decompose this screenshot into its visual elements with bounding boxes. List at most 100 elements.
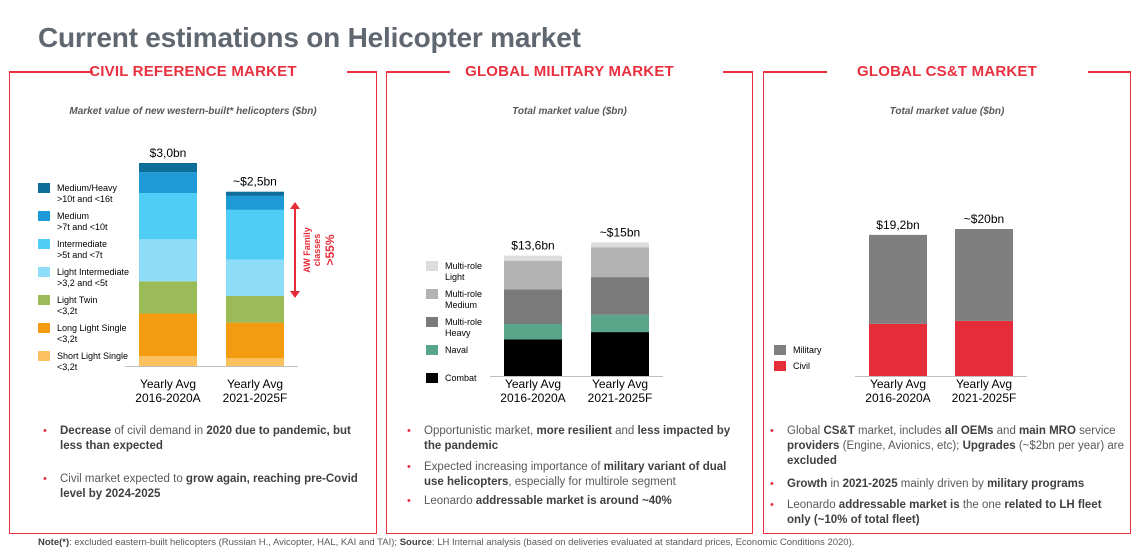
legend-swatch-military-0 — [426, 261, 438, 271]
bar-military-1-0 — [504, 324, 562, 340]
legend-swatch-civil-1 — [38, 211, 50, 221]
legend-label-civil-6: Short Light Single <3,2t — [57, 351, 128, 372]
bar-civil-1-0 — [139, 313, 197, 357]
legend-label-civil-2: Intermediate >5t and <7t — [57, 239, 107, 260]
cst-bullets: Global CS&T market, includes all OEMs an… — [768, 424, 1124, 528]
category-label-civil-1: Yearly Avg 2021-2025F — [223, 377, 288, 405]
bar-military-1-1 — [591, 314, 649, 333]
bracket-arrow-up — [290, 202, 300, 209]
bracket-arrow-down — [290, 291, 300, 298]
legend-label-cst-0: Military — [793, 345, 822, 355]
bar-civil-2-1 — [226, 296, 284, 323]
footnote-source-text: : LH Internal analysis (based on deliver… — [431, 537, 855, 548]
civil-bullet-0: Decrease of civil demand in 2020 due to … — [41, 424, 371, 454]
legend-label-military-0: Multi-role Light — [445, 261, 482, 282]
legend-swatch-military-3 — [426, 345, 438, 355]
legend-swatch-cst-1 — [774, 361, 786, 371]
bar-cst-1-0 — [869, 234, 927, 324]
total-label-military-0: $13,6bn — [511, 239, 554, 253]
legend-swatch-civil-0 — [38, 183, 50, 193]
bar-military-3-0 — [504, 260, 562, 290]
legend-label-civil-3: Light Intermediate >3,2 and <5t — [57, 267, 129, 288]
military-bullet-0: Opportunistic market, more resilient and… — [405, 424, 745, 454]
bar-civil-4-0 — [139, 193, 197, 240]
legend-label-military-3: Naval — [445, 345, 468, 355]
legend-swatch-military-4 — [426, 373, 438, 383]
total-label-civil-0: $3,0bn — [150, 146, 187, 160]
bracket-label-line1: AW Family — [302, 227, 312, 273]
legend-swatch-civil-5 — [38, 323, 50, 333]
category-label-cst-0: Yearly Avg 2016-2020A — [865, 377, 930, 405]
legend-label-civil-4: Light Twin <3,2t — [57, 295, 97, 316]
footnote-source-label: Source — [399, 537, 432, 548]
cst-bullet-2: Leonardo addressable market is the one r… — [768, 498, 1124, 528]
civil-bullets: Decrease of civil demand in 2020 due to … — [41, 424, 371, 502]
military-market-chart: $13,6bn Yearly Avg 2016-2020A ~$15bn Yearly … — [426, 225, 663, 405]
cst-bullet-0: Global CS&T market, includes all OEMs an… — [768, 424, 1124, 469]
category-label-military-0: Yearly Avg 2016-2020A — [500, 377, 565, 405]
bar-military-2-1 — [591, 277, 649, 315]
bar-civil-3-1 — [226, 259, 284, 296]
footnote: Note(*): excluded eastern-built helicopt… — [38, 537, 854, 548]
military-bullet-2: Leonardo addressable market is around ~4… — [405, 494, 745, 509]
legend-swatch-civil-4 — [38, 295, 50, 305]
footnote-note-text: : excluded eastern-built helicopters (Ru… — [69, 537, 400, 548]
total-label-cst-0: $19,2bn — [876, 218, 919, 232]
category-label-military-1: Yearly Avg 2021-2025F — [588, 377, 653, 405]
bar-military-4-1 — [591, 242, 649, 248]
bar-civil-4-1 — [226, 209, 284, 260]
legend-swatch-civil-6 — [38, 351, 50, 361]
cst-market-chart: $19,2bn Yearly Avg 2016-2020A ~$20bn Yearly … — [774, 212, 1027, 405]
legend-swatch-civil-3 — [38, 267, 50, 277]
bar-military-3-1 — [591, 247, 649, 278]
bracket-value: >55% — [323, 234, 337, 265]
military-bullets: Opportunistic market, more resilient and… — [405, 424, 745, 509]
legend-label-civil-0: Medium/Heavy >10t and <16t — [57, 183, 118, 204]
bar-military-0-0 — [504, 339, 562, 376]
bar-civil-3-0 — [139, 239, 197, 282]
legend-label-civil-5: Long Light Single <3,2t — [57, 323, 127, 344]
legend-swatch-military-2 — [426, 317, 438, 327]
cst-bullet-1: Growth in 2021-2025 mainly driven by mil… — [768, 477, 1124, 492]
military-panel-title: GLOBAL MILITARY MARKET — [465, 63, 674, 80]
bar-cst-0-0 — [869, 323, 927, 376]
bar-civil-0-1 — [226, 358, 284, 366]
cst-chart-subtitle: Total market value ($bn) — [889, 106, 1005, 117]
cst-panel-title: GLOBAL CS&T MARKET — [857, 63, 1037, 80]
category-label-cst-1: Yearly Avg 2021-2025F — [952, 377, 1017, 405]
bar-civil-6-0 — [139, 163, 197, 173]
civil-market-panel: CIVIL REFERENCE MARKET Market value of n… — [9, 63, 377, 534]
footnote-note-label: Note(*) — [38, 537, 70, 548]
legend-label-military-2: Multi-role Heavy — [445, 317, 482, 338]
bracket-label-line2: classes — [312, 234, 322, 267]
legend-swatch-civil-2 — [38, 239, 50, 249]
military-chart-subtitle: Total market value ($bn) — [512, 106, 627, 117]
legend-label-military-1: Multi-role Medium — [445, 289, 482, 310]
bar-military-0-1 — [591, 332, 649, 376]
total-label-civil-1: ~$2,5bn — [233, 175, 277, 189]
total-label-cst-1: ~$20bn — [964, 212, 1004, 226]
civil-chart-subtitle: Market value of new western-built* helic… — [69, 106, 317, 117]
bracket-annotation: AW Family classes >55% — [302, 227, 337, 273]
military-bullet-1: Expected increasing importance of milita… — [405, 460, 745, 490]
cst-market-panel: GLOBAL CS&T MARKET Total market value ($… — [763, 63, 1131, 534]
bar-civil-1-1 — [226, 322, 284, 359]
total-label-military-1: ~$15bn — [600, 225, 640, 239]
legend-label-military-4: Combat — [445, 373, 477, 383]
bar-cst-0-1 — [955, 320, 1013, 376]
civil-market-chart: $3,0bn Yearly Avg 2016-2020A ~$2,5bn Yearly … — [38, 146, 337, 405]
legend-label-cst-1: Civil — [793, 361, 810, 371]
military-market-panel: GLOBAL MILITARY MARKET Total market valu… — [386, 63, 753, 534]
civil-panel-title: CIVIL REFERENCE MARKET — [89, 63, 297, 80]
bar-civil-5-0 — [139, 172, 197, 194]
legend-swatch-military-1 — [426, 289, 438, 299]
bar-military-4-0 — [504, 255, 562, 261]
bar-civil-6-1 — [226, 191, 284, 196]
legend-swatch-cst-0 — [774, 345, 786, 355]
bar-civil-0-0 — [139, 356, 197, 366]
civil-bullet-1: Civil market expected to grow again, rea… — [41, 472, 371, 502]
bar-civil-5-1 — [226, 195, 284, 210]
category-label-civil-0: Yearly Avg 2016-2020A — [135, 377, 200, 405]
page-title: Current estimations on Helicopter market — [38, 22, 581, 53]
bar-cst-1-1 — [955, 229, 1013, 321]
